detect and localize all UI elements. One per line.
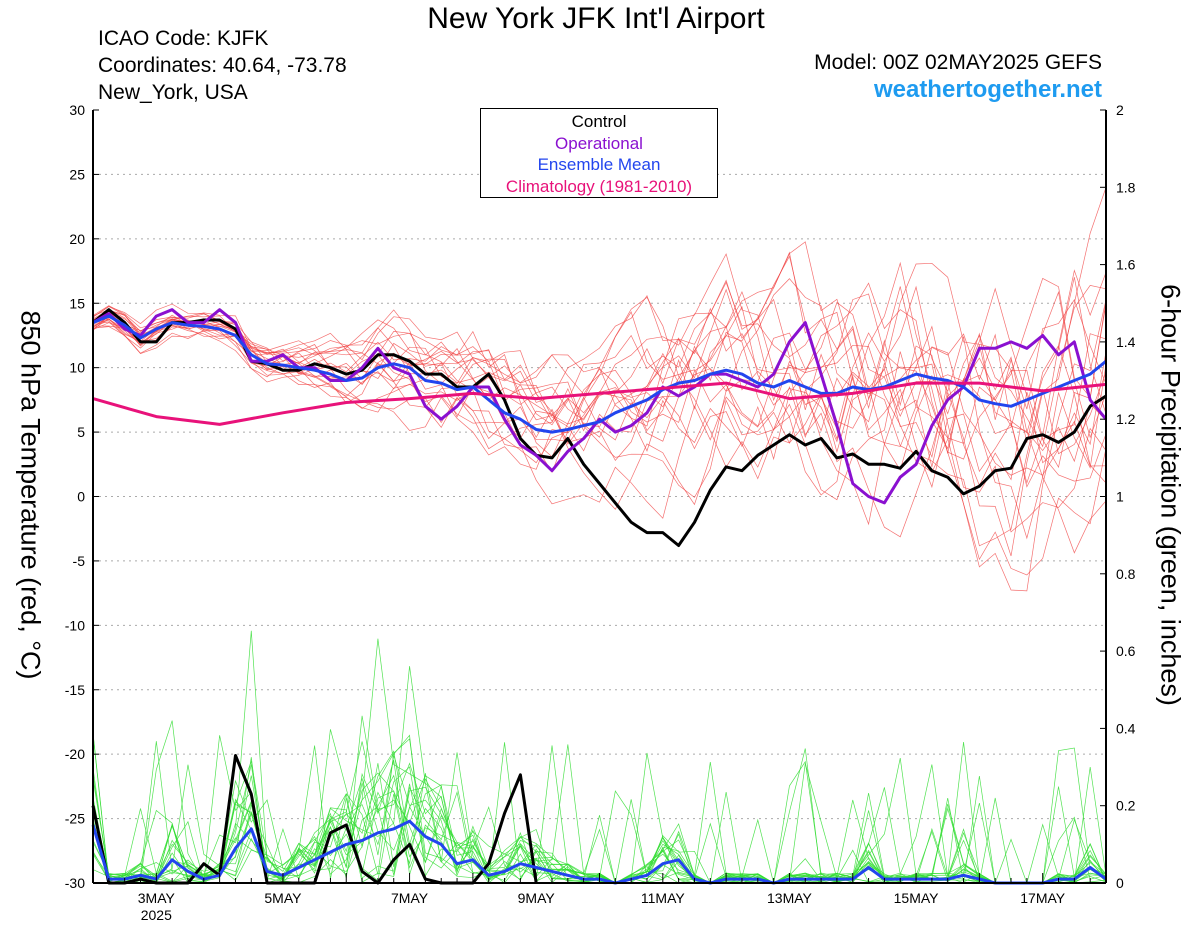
y-tick-label-left: -15 — [65, 682, 85, 698]
y-tick-label-right: 2 — [1116, 102, 1124, 118]
y-tick-label-right: 1.8 — [1116, 179, 1136, 195]
precip-member-line — [92, 738, 1107, 884]
x-year-label: 2025 — [141, 907, 172, 923]
temp-member-line — [92, 187, 1107, 557]
y-tick-label-left: -20 — [65, 746, 85, 762]
site-credit[interactable]: weathertogether.net — [873, 76, 1102, 103]
y-tick-label-left: 0 — [77, 489, 85, 505]
y-tick-label-left: 30 — [69, 102, 85, 118]
y-axis-label-left: 850 hPa Temperature (red, °C) — [15, 310, 46, 680]
y-axis-label-right: 6-hour Precipitation (green, inches) — [1155, 284, 1186, 706]
y-tick-label-left: 15 — [69, 295, 85, 311]
y-tick-label-left: 25 — [69, 166, 85, 182]
control-temperature-line — [92, 308, 1107, 547]
temp-member-line — [92, 261, 1107, 480]
y-tick-label-left: 20 — [69, 231, 85, 247]
chart-title: New York JFK Int'l Airport — [427, 2, 765, 35]
temp-member-line — [92, 277, 1107, 526]
x-tick-label: 15MAY — [894, 890, 940, 906]
y-tick-label-right: 0 — [1116, 875, 1124, 891]
temp-member-line — [92, 277, 1107, 498]
temp-member-line — [92, 296, 1107, 473]
legend-entry-climatology: Climatology (1981-2010) — [505, 176, 693, 196]
y-tick-label-right: 0.4 — [1116, 720, 1136, 736]
y-tick-label-left: -30 — [65, 875, 85, 891]
y-tick-label-left: -25 — [65, 811, 85, 827]
temp-member-line — [92, 303, 1107, 554]
y-tick-label-right: 1.4 — [1116, 334, 1136, 350]
legend-entry-ensemble-mean: Ensemble Mean — [537, 155, 661, 174]
x-tick-label: 9MAY — [518, 890, 556, 906]
temp-member-line — [92, 300, 1107, 496]
icao-code: ICAO Code: KJFK — [98, 27, 269, 50]
legend-entry-control: Control — [571, 112, 627, 131]
y-tick-label-right: 1.6 — [1116, 257, 1136, 273]
precip-member-line — [92, 741, 1107, 884]
temp-member-line — [92, 282, 1107, 576]
x-tick-label: 5MAY — [264, 890, 302, 906]
y-tick-label-left: -5 — [73, 553, 86, 569]
y-tick-label-right: 1.2 — [1116, 411, 1136, 427]
y-tick-label-right: 1 — [1116, 489, 1124, 505]
y-tick-label-left: 5 — [77, 424, 85, 440]
x-tick-label: 7MAY — [391, 890, 429, 906]
gridlines — [93, 173, 1106, 820]
axes: 302520151050-5-10-15-20-25-3021.81.61.41… — [65, 102, 1136, 923]
y-tick-label-right: 0.6 — [1116, 643, 1136, 659]
x-tick-label: 3MAY — [138, 890, 176, 906]
location-name: New_York, USA — [98, 81, 248, 104]
y-tick-label-right: 0.2 — [1116, 798, 1136, 814]
x-tick-label: 11MAY — [641, 890, 685, 906]
y-tick-label-right: 0.8 — [1116, 566, 1136, 582]
y-tick-label-left: 10 — [69, 360, 85, 376]
x-tick-label: 13MAY — [767, 890, 813, 906]
ensemble-mean-temperature-line — [92, 314, 1107, 434]
temp-member-line — [92, 279, 1107, 489]
temp-member-line — [92, 314, 1107, 464]
y-tick-label-left: -10 — [65, 617, 85, 633]
x-tick-label: 17MAY — [1020, 890, 1066, 906]
legend-entry-operational: Operational — [555, 133, 643, 153]
model-run: Model: 00Z 02MAY2025 GEFS — [814, 51, 1102, 74]
precip-member-line — [92, 666, 1107, 884]
legend: Control Operational Ensemble Mean Climat… — [480, 108, 718, 198]
coordinates: Coordinates: 40.64, -73.78 — [98, 54, 347, 77]
climatology-1981-2010-temperature-line — [92, 381, 1107, 426]
